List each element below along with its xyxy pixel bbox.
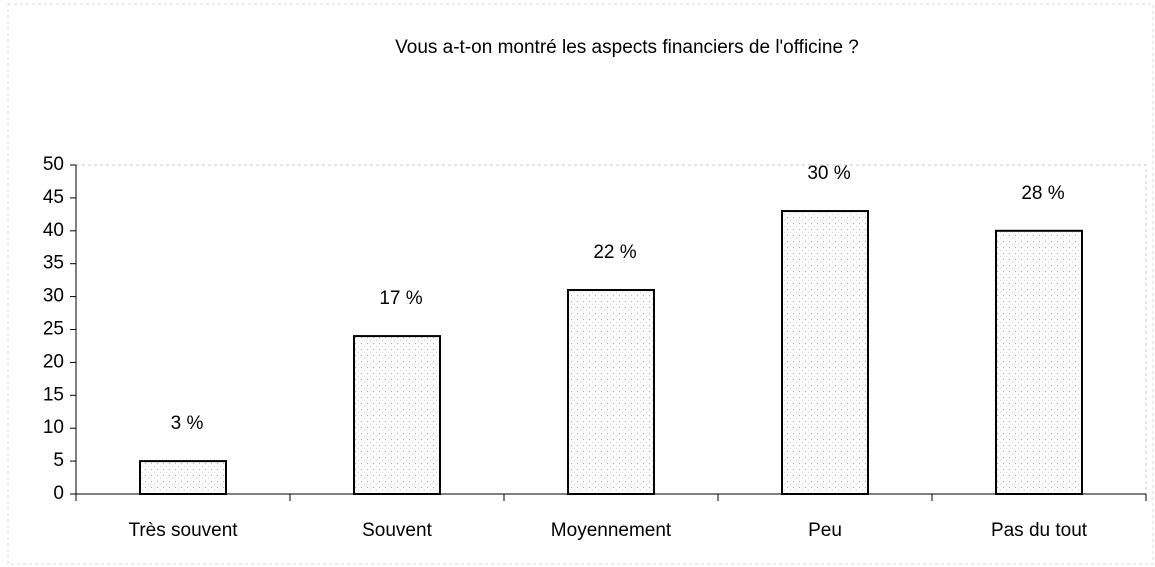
bar: [567, 289, 655, 495]
y-tick-label: 30: [43, 286, 64, 307]
chart-title: Vous a-t-on montré les aspects financier…: [395, 37, 859, 58]
y-tick-label: 10: [43, 417, 64, 438]
y-tick-label: 5: [53, 450, 64, 471]
plot-border: [76, 164, 1147, 494]
value-label: 30 %: [807, 163, 850, 184]
y-tick-label: 40: [43, 220, 64, 241]
value-label: 3 %: [171, 413, 204, 434]
y-tick-label: 0: [53, 483, 64, 504]
x-tick-label: Très souvent: [128, 520, 238, 541]
value-label: 22 %: [593, 242, 636, 263]
bar: [781, 210, 869, 495]
value-label: 28 %: [1021, 183, 1064, 204]
x-tick-label: Moyennement: [551, 520, 672, 541]
frame: [7, 3, 1154, 565]
value-label: 17 %: [379, 288, 422, 309]
bar: [353, 335, 441, 495]
y-tick-label: 50: [43, 154, 64, 175]
x-tick-label: Souvent: [362, 520, 432, 541]
x-tick-label: Pas du tout: [991, 520, 1088, 541]
y-tick-label: 35: [43, 253, 64, 274]
bar: [995, 229, 1083, 496]
y-tick-label: 15: [43, 384, 64, 405]
y-tick-label: 20: [43, 351, 64, 372]
x-tick-label: Peu: [808, 520, 842, 541]
y-tick-label: 25: [43, 319, 64, 340]
y-tick-label: 45: [43, 187, 64, 208]
bar: [139, 460, 227, 496]
